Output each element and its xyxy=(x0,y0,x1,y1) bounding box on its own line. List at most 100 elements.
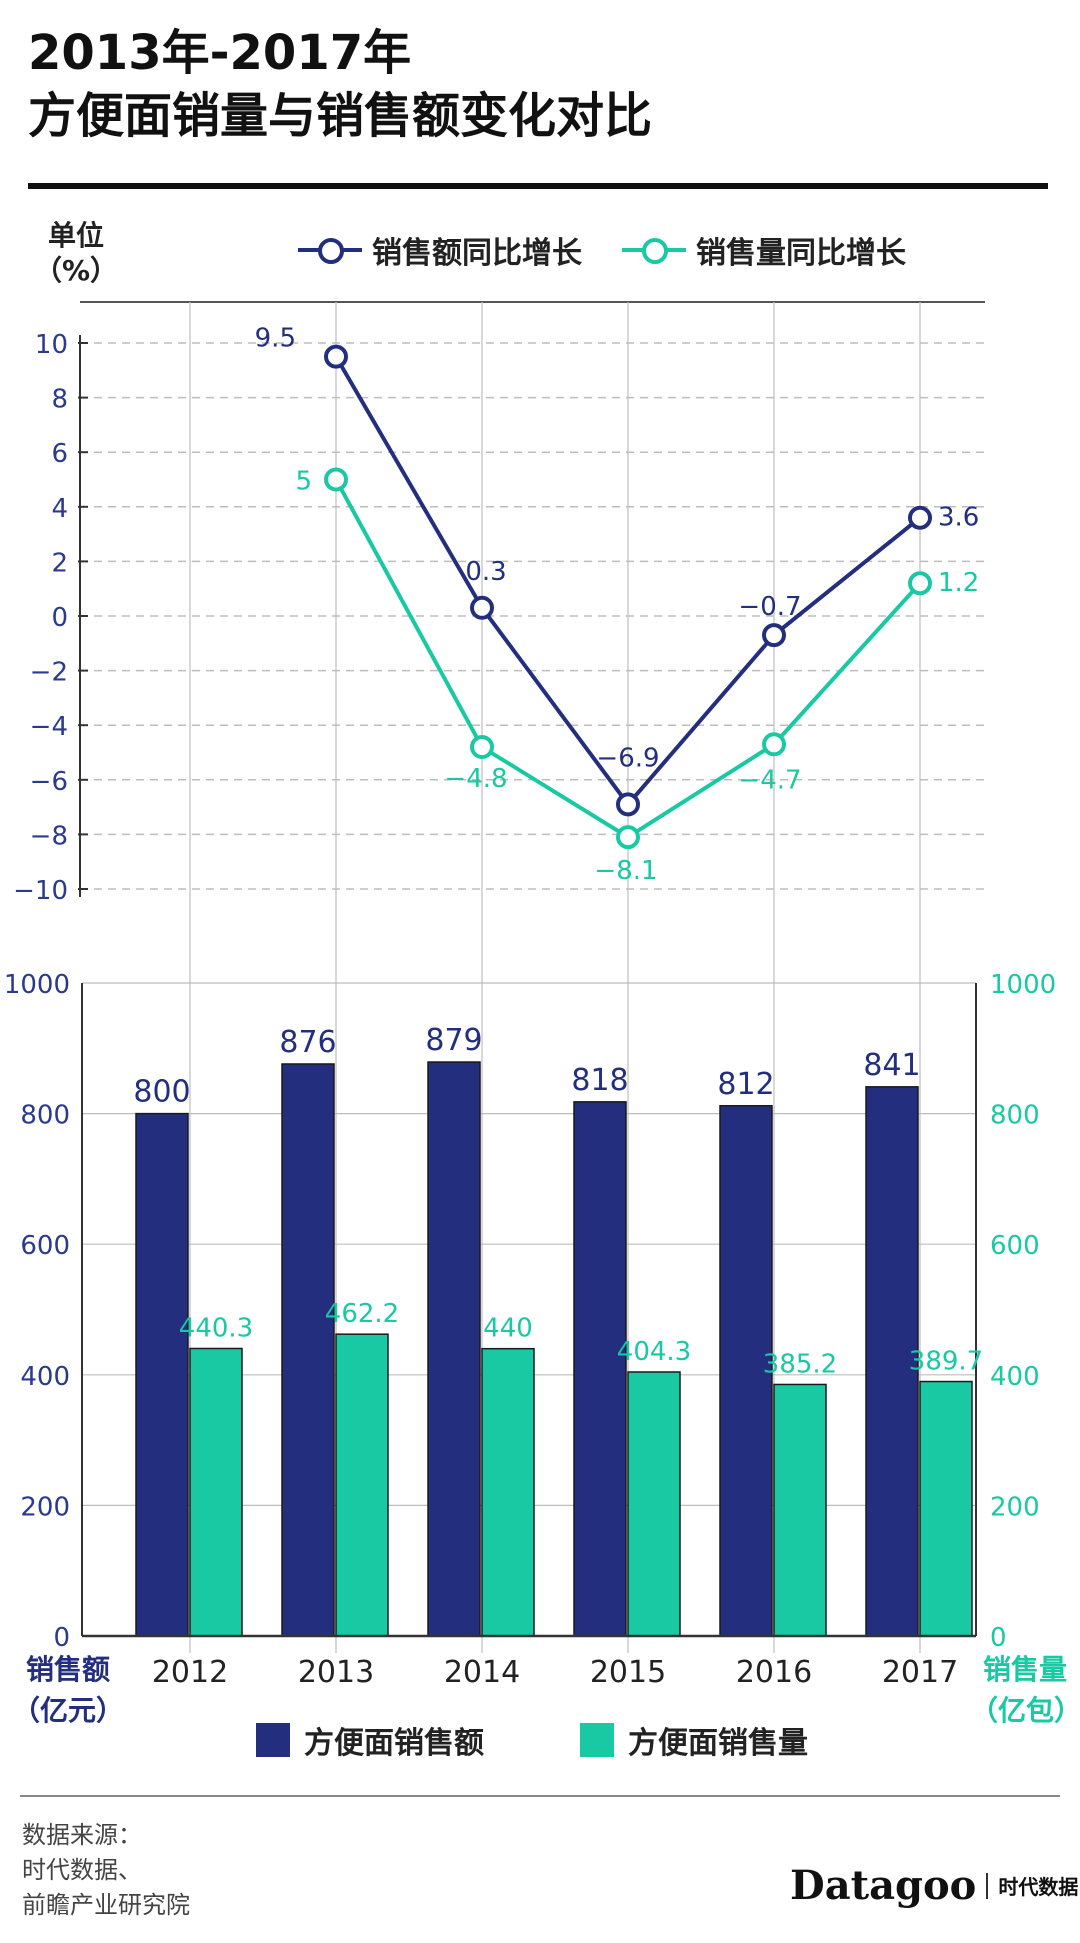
line-y-tick-label: 6 xyxy=(51,439,68,469)
legend-label-volume-growth: 销售量同比增长 xyxy=(696,236,906,271)
source-line-2: 时代数据、 xyxy=(22,1855,142,1884)
data-label: 0.3 xyxy=(465,557,506,587)
bar-value-label: 879 xyxy=(425,1023,482,1058)
bar-sales-amount xyxy=(573,1101,627,1637)
data-point xyxy=(908,505,932,530)
bar-sales-volume xyxy=(627,1371,681,1637)
data-label: −8.1 xyxy=(594,856,657,886)
left-y-tick-label: 0 xyxy=(53,1623,70,1653)
left-y-tick-label: 800 xyxy=(20,1101,70,1131)
bar-value-label: 800 xyxy=(133,1075,190,1110)
sales-bar-chart: 0 0 200 200 400 400 600 600 800 800 1000 1000 800 876… xyxy=(4,970,1056,1690)
line-y-tick-label: −8 xyxy=(30,821,68,851)
data-label: 1.2 xyxy=(938,568,979,598)
bar-sales-volume xyxy=(773,1383,827,1637)
bar-sales-amount xyxy=(865,1086,919,1637)
unit-line-1: 单位 xyxy=(48,219,105,252)
bar-sales-amount xyxy=(135,1112,189,1637)
title-line-1: 2013年-2017年 xyxy=(28,25,412,81)
x-tick-label: 2016 xyxy=(736,1655,812,1690)
data-point xyxy=(324,344,348,369)
data-point xyxy=(470,595,494,620)
right-axis-title-line-2: （亿包） xyxy=(970,1693,1080,1727)
data-point xyxy=(616,825,640,850)
top-y-axis-title: 单位 （%） xyxy=(34,218,118,288)
legend-item-sales-amount: 方便面销售额 xyxy=(256,1720,484,1761)
data-point xyxy=(324,467,348,492)
left-y-tick-label: 1000 xyxy=(4,970,70,1000)
left-y-tick-label: 400 xyxy=(20,1362,70,1392)
data-label: −0.7 xyxy=(738,592,801,622)
data-point xyxy=(616,792,640,817)
bar-sales-amount xyxy=(281,1063,335,1637)
bar-sales-amount xyxy=(427,1061,481,1637)
brand-separator xyxy=(986,1872,989,1899)
bar-sales-volume xyxy=(189,1347,243,1637)
bar-sales-volume xyxy=(335,1333,389,1637)
legend-item-sales-volume: 方便面销售量 xyxy=(580,1720,808,1761)
line-y-tick-label: −4 xyxy=(30,712,68,742)
line-y-tick-label: 10 xyxy=(35,330,68,360)
bar-value-label: 876 xyxy=(279,1025,336,1060)
data-label: −6.9 xyxy=(596,743,659,773)
bar-value-label: 440.3 xyxy=(179,1313,253,1343)
legend-marker-teal xyxy=(622,230,686,270)
legend-swatch-teal xyxy=(580,1723,614,1757)
data-point xyxy=(908,571,932,596)
data-point xyxy=(470,735,494,760)
right-axis-title-line-1: 销售量 xyxy=(982,1653,1067,1686)
data-point xyxy=(762,623,786,648)
bar-value-label: 385.2 xyxy=(763,1349,837,1379)
data-label: −4.7 xyxy=(738,765,801,795)
bar-sales-volume xyxy=(919,1380,973,1637)
data-label: −4.8 xyxy=(444,764,507,794)
left-y-axis-title: 销售额 （亿元） xyxy=(12,1650,124,1731)
line-y-tick-label: −6 xyxy=(30,767,68,797)
title-divider xyxy=(28,183,1048,189)
bar-sales-volume xyxy=(481,1347,535,1637)
right-y-axis-title: 销售量 （亿包） xyxy=(970,1650,1080,1731)
footer-divider xyxy=(20,1795,1060,1797)
bar-value-label: 812 xyxy=(717,1067,774,1102)
unit-line-2: （%） xyxy=(34,254,119,287)
source-line-1: 数据来源： xyxy=(22,1821,142,1849)
bar-value-label: 462.2 xyxy=(325,1299,399,1329)
left-axis-title-line-1: 销售额 xyxy=(26,1653,111,1686)
x-tick-label: 2014 xyxy=(444,1655,520,1690)
legend-swatch-navy xyxy=(256,1723,290,1757)
title-line-2: 方便面销量与销售额变化对比 xyxy=(28,88,653,145)
brand-name: Datagoo xyxy=(790,1862,977,1909)
left-axis-title-line-2: （亿元） xyxy=(12,1693,125,1727)
x-tick-label: 2015 xyxy=(590,1655,666,1690)
legend-marker-navy xyxy=(298,230,362,270)
legend-label-sales-growth: 销售额同比增长 xyxy=(372,236,582,271)
line-y-tick-label: −10 xyxy=(13,876,68,906)
legend-item-volume-growth: 销售量同比增长 xyxy=(622,230,906,271)
x-tick-label: 2012 xyxy=(152,1655,228,1690)
line-y-tick-label: −2 xyxy=(30,658,68,688)
legend-item-sales-growth: 销售额同比增长 xyxy=(298,230,582,271)
left-y-tick-label: 600 xyxy=(20,1231,70,1261)
line-y-tick-label: 8 xyxy=(51,385,68,415)
data-source: 数据来源： 时代数据、 前瞻产业研究院 xyxy=(22,1818,190,1922)
line-y-tick-label: 4 xyxy=(51,494,68,524)
right-y-tick-label: 1000 xyxy=(990,970,1056,1000)
bar-value-label: 389.7 xyxy=(909,1347,983,1377)
line-y-tick-label: 2 xyxy=(51,548,68,578)
source-line-3: 前瞻产业研究院 xyxy=(22,1890,190,1919)
brand-logo: Datagoo 时代数据 xyxy=(790,1862,1078,1909)
bar-value-label: 818 xyxy=(571,1063,628,1098)
data-point xyxy=(762,732,786,757)
legend-label-sales-volume: 方便面销售量 xyxy=(628,1726,808,1761)
bar-value-label: 841 xyxy=(863,1048,920,1083)
x-tick-label: 2013 xyxy=(298,1655,374,1690)
left-y-tick-label: 200 xyxy=(20,1492,70,1522)
brand-cn: 时代数据 xyxy=(998,1875,1079,1899)
data-label: 9.5 xyxy=(255,324,296,354)
right-y-tick-label: 800 xyxy=(990,1101,1040,1131)
chart-title: 2013年-2017年 方便面销量与销售额变化对比 xyxy=(28,22,652,149)
right-y-tick-label: 600 xyxy=(990,1231,1040,1261)
right-y-tick-label: 200 xyxy=(990,1492,1040,1522)
legend-label-sales-amount: 方便面销售额 xyxy=(304,1726,484,1761)
